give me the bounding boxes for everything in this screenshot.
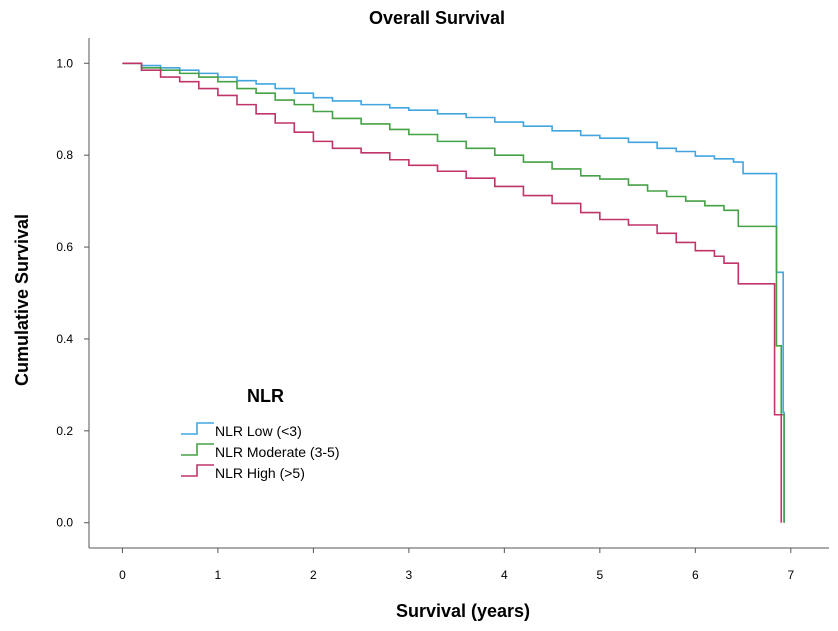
x-tick-label: 4 [501, 568, 508, 582]
legend-label: NLR High (>5) [215, 465, 305, 481]
legend-swatch [181, 422, 214, 435]
series-lines [122, 62, 785, 523]
x-tick-label: 1 [215, 568, 222, 582]
y-tick-label: 0.8 [56, 148, 73, 162]
legend-item: NLR High (>5) [181, 464, 305, 481]
y-tick-label: 0.4 [56, 332, 73, 346]
legend-swatch [181, 464, 214, 477]
series-line-3 [122, 62, 783, 523]
legend: NLR NLR Low (<3) NLR Moderate (3-5) NLR Hi… [181, 386, 340, 481]
legend-swatch [181, 443, 214, 456]
x-tick-label: 7 [787, 568, 794, 582]
x-tick-label: 5 [596, 568, 603, 582]
y-tick-label: 1.0 [56, 56, 73, 70]
x-tick-label: 2 [310, 568, 317, 582]
x-tick-label: 0 [119, 568, 126, 582]
series-line-1 [122, 62, 785, 523]
y-axis-title: Cumulative Survival [12, 214, 32, 386]
y-tick-label: 0.6 [56, 240, 73, 254]
x-tick-label: 6 [692, 568, 699, 582]
legend-label: NLR Low (<3) [215, 423, 302, 439]
y-tick-label: 0.0 [56, 516, 73, 530]
legend-item: NLR Moderate (3-5) [181, 443, 340, 460]
legend-title: NLR [247, 386, 284, 406]
legend-item: NLR Low (<3) [181, 422, 302, 439]
x-axis-title: Survival (years) [396, 601, 530, 621]
legend-label: NLR Moderate (3-5) [215, 444, 340, 460]
series-line-2 [122, 62, 785, 523]
y-axis-ticks: 0.0 0.2 0.4 0.6 0.8 1.0 [56, 56, 89, 530]
y-tick-label: 0.2 [56, 424, 73, 438]
x-tick-label: 3 [406, 568, 413, 582]
x-axis-ticks: 0 1 2 3 4 5 6 7 [119, 548, 794, 582]
chart-title: Overall Survival [369, 8, 505, 28]
